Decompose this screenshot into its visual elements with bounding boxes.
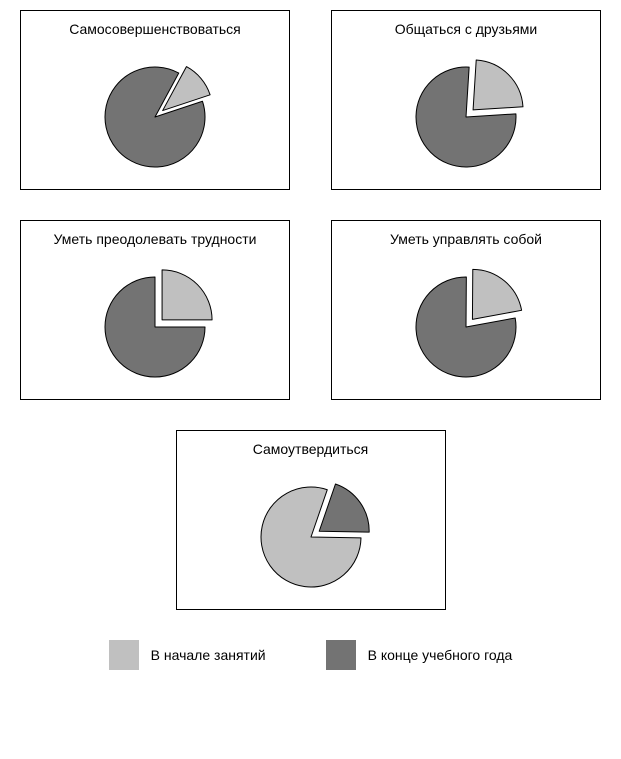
- chart-title: Общаться с друзьями: [395, 21, 538, 37]
- chart-panel-4: Самоутвердиться: [176, 430, 446, 610]
- chart-row-3: Самоутвердиться: [20, 430, 601, 610]
- chart-row-1: Самосовершенствоваться Общаться с друзья…: [20, 10, 601, 190]
- pie-container: [90, 255, 220, 399]
- pie-chart-0: [90, 52, 220, 182]
- chart-panel-2: Уметь преодолевать трудности: [20, 220, 290, 400]
- legend-label: В конце учебного года: [368, 647, 513, 663]
- pie-chart-3: [401, 262, 531, 392]
- legend-item-1: В конце учебного года: [326, 640, 513, 670]
- pie-container: [90, 45, 220, 189]
- legend: В начале занятий В конце учебного года: [20, 640, 601, 670]
- pie-container: [246, 465, 376, 609]
- chart-title: Самоутвердиться: [253, 441, 369, 457]
- pie-container: [401, 255, 531, 399]
- chart-title: Уметь управлять собой: [390, 231, 542, 247]
- chart-panel-3: Уметь управлять собой: [331, 220, 601, 400]
- pie-chart-1: [401, 52, 531, 182]
- legend-swatch-dark: [326, 640, 356, 670]
- legend-item-0: В начале занятий: [109, 640, 266, 670]
- chart-panel-1: Общаться с друзьями: [331, 10, 601, 190]
- legend-swatch-light: [109, 640, 139, 670]
- pie-container: [401, 45, 531, 189]
- chart-title: Уметь преодолевать трудности: [54, 231, 257, 247]
- legend-label: В начале занятий: [151, 647, 266, 663]
- chart-row-2: Уметь преодолевать трудности Уметь управ…: [20, 220, 601, 400]
- chart-title: Самосовершенствоваться: [69, 21, 241, 37]
- chart-panel-0: Самосовершенствоваться: [20, 10, 290, 190]
- pie-chart-4: [246, 472, 376, 602]
- pie-chart-2: [90, 262, 220, 392]
